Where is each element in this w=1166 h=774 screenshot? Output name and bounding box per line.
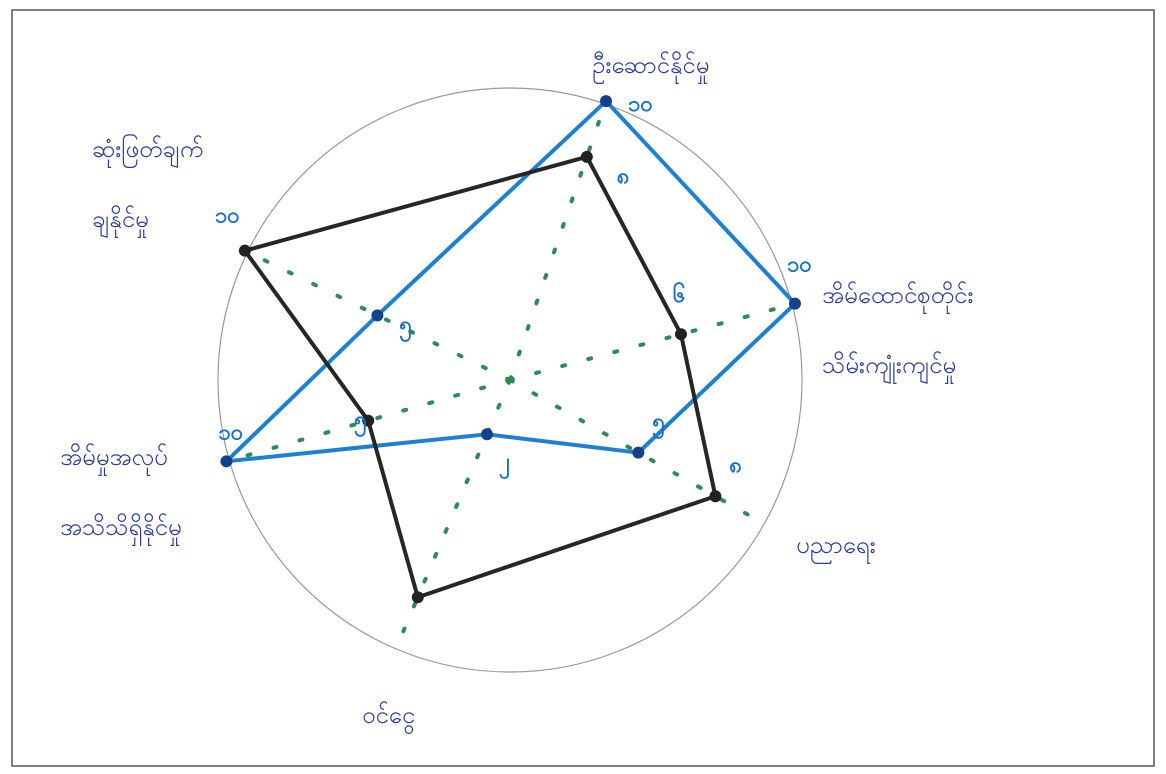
data-point bbox=[481, 428, 493, 440]
data-point bbox=[675, 328, 687, 340]
chart: ဦးဆောင်နိုင်မှုအိမ်ထောင်စုတိုင်းသိမ်းကျု… bbox=[0, 0, 1166, 774]
value-label: ၁၀ bbox=[215, 204, 240, 229]
data-point bbox=[371, 309, 383, 321]
axis-label: ဆုံးဖြတ်ချက် bbox=[92, 133, 203, 168]
axis-label: အိမ်ထောင်စုတိုင်း bbox=[822, 280, 973, 314]
value-label: ၆ bbox=[673, 281, 685, 308]
axis-label: အိမ်မှုအလုပ် bbox=[60, 442, 168, 476]
data-point bbox=[709, 490, 721, 502]
value-label: ၈ bbox=[617, 164, 630, 189]
value-label: ၈ bbox=[729, 453, 742, 478]
data-point bbox=[220, 455, 232, 467]
axis-label: ချနိုင်မှု bbox=[92, 204, 149, 238]
data-point bbox=[600, 95, 612, 107]
data-point bbox=[581, 151, 593, 163]
value-label: ၁၀ bbox=[218, 420, 243, 445]
value-label: ၁၀ bbox=[628, 92, 653, 117]
data-point bbox=[789, 298, 801, 310]
value-label: ၁၀ bbox=[787, 253, 812, 278]
data-point bbox=[239, 245, 251, 257]
data-point bbox=[412, 591, 424, 603]
axis-label: ဦးဆောင်နိုင်မှု bbox=[592, 50, 709, 84]
data-point bbox=[632, 447, 644, 459]
